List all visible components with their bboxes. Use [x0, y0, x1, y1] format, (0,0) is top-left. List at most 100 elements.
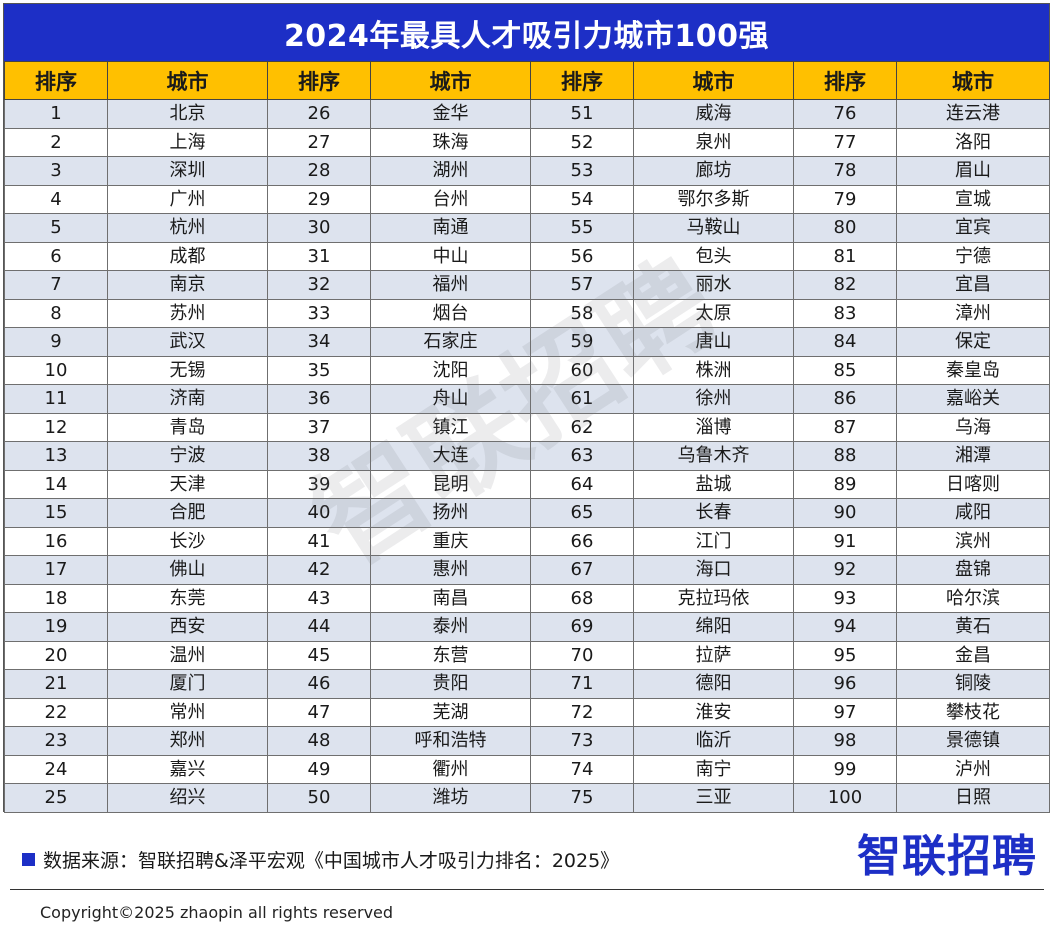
table-row: 7 南京 32 福州 57 丽水 82 宜昌: [4, 270, 1050, 300]
city-cell: 西安: [107, 612, 268, 642]
rank-cell: 1: [4, 99, 108, 129]
rank-cell: 26: [267, 99, 371, 129]
header-rank: 排序: [530, 61, 634, 100]
rank-cell: 65: [530, 498, 634, 528]
city-cell: 舟山: [370, 384, 531, 414]
rank-cell: 4: [4, 184, 108, 214]
city-cell: 长沙: [107, 526, 268, 556]
rank-cell: 82: [793, 270, 897, 300]
rank-cell: 42: [267, 555, 371, 585]
table-row: 22 常州 47 芜湖 72 淮安 97 攀枝花: [4, 697, 1050, 727]
city-cell: 深圳: [107, 156, 268, 186]
rank-cell: 76: [793, 99, 897, 129]
page-title: 2024年最具人才吸引力城市100强: [4, 4, 1049, 61]
city-cell: 南京: [107, 270, 268, 300]
rank-cell: 10: [4, 355, 108, 385]
city-cell: 南宁: [633, 754, 794, 784]
rank-cell: 99: [793, 754, 897, 784]
rank-cell: 74: [530, 754, 634, 784]
city-cell: 济南: [107, 384, 268, 414]
city-cell: 烟台: [370, 298, 531, 328]
rank-cell: 58: [530, 298, 634, 328]
city-cell: 绍兴: [107, 783, 268, 813]
city-cell: 合肥: [107, 498, 268, 528]
city-cell: 金昌: [896, 640, 1050, 670]
city-cell: 大连: [370, 441, 531, 471]
city-cell: 宜宾: [896, 213, 1050, 243]
table-row: 14 天津 39 昆明 64 盐城 89 日喀则: [4, 469, 1050, 499]
city-cell: 宁波: [107, 441, 268, 471]
city-cell: 北京: [107, 99, 268, 129]
city-cell: 杭州: [107, 213, 268, 243]
rank-cell: 41: [267, 526, 371, 556]
rank-cell: 16: [4, 526, 108, 556]
city-cell: 无锡: [107, 355, 268, 385]
table-row: 2 上海 27 珠海 52 泉州 77 洛阳: [4, 127, 1050, 157]
city-cell: 马鞍山: [633, 213, 794, 243]
city-cell: 秦皇岛: [896, 355, 1050, 385]
city-cell: 株洲: [633, 355, 794, 385]
rank-cell: 3: [4, 156, 108, 186]
rank-cell: 81: [793, 241, 897, 271]
rank-cell: 8: [4, 298, 108, 328]
rank-cell: 95: [793, 640, 897, 670]
rank-cell: 15: [4, 498, 108, 528]
city-cell: 天津: [107, 469, 268, 499]
rank-cell: 21: [4, 669, 108, 699]
table-row: 1 北京 26 金华 51 威海 76 连云港: [4, 99, 1050, 129]
table-row: 25 绍兴 50 潍坊 75 三亚 100 日照: [4, 783, 1050, 813]
rank-cell: 38: [267, 441, 371, 471]
header-city: 城市: [370, 61, 531, 100]
table-body: 1 北京 26 金华 51 威海 76 连云港 2 上海 27 珠海 52 泉州 77 洛阳 3 深圳 28 湖州 53…: [4, 99, 1050, 813]
rank-cell: 24: [4, 754, 108, 784]
rank-cell: 93: [793, 583, 897, 613]
rank-cell: 71: [530, 669, 634, 699]
rank-cell: 27: [267, 127, 371, 157]
rank-cell: 39: [267, 469, 371, 499]
rank-cell: 72: [530, 697, 634, 727]
rank-cell: 90: [793, 498, 897, 528]
rank-cell: 97: [793, 697, 897, 727]
rank-cell: 12: [4, 412, 108, 442]
city-cell: 包头: [633, 241, 794, 271]
city-cell: 嘉峪关: [896, 384, 1050, 414]
rank-cell: 14: [4, 469, 108, 499]
city-cell: 乌海: [896, 412, 1050, 442]
table-row: 12 青岛 37 镇江 62 淄博 87 乌海: [4, 412, 1050, 442]
city-cell: 保定: [896, 327, 1050, 357]
city-cell: 盐城: [633, 469, 794, 499]
rank-cell: 19: [4, 612, 108, 642]
city-cell: 连云港: [896, 99, 1050, 129]
rank-cell: 83: [793, 298, 897, 328]
city-cell: 湖州: [370, 156, 531, 186]
rank-cell: 5: [4, 213, 108, 243]
city-cell: 宜昌: [896, 270, 1050, 300]
rank-cell: 52: [530, 127, 634, 157]
rank-cell: 73: [530, 726, 634, 756]
city-cell: 江门: [633, 526, 794, 556]
rank-cell: 7: [4, 270, 108, 300]
city-cell: 上海: [107, 127, 268, 157]
city-cell: 盘锦: [896, 555, 1050, 585]
table-row: 21 厦门 46 贵阳 71 德阳 96 铜陵: [4, 669, 1050, 699]
header-rank: 排序: [793, 61, 897, 100]
city-cell: 昆明: [370, 469, 531, 499]
rank-cell: 60: [530, 355, 634, 385]
rank-cell: 50: [267, 783, 371, 813]
table-row: 3 深圳 28 湖州 53 廊坊 78 眉山: [4, 156, 1050, 186]
city-cell: 唐山: [633, 327, 794, 357]
rank-cell: 61: [530, 384, 634, 414]
rank-cell: 44: [267, 612, 371, 642]
table-row: 17 佛山 42 惠州 67 海口 92 盘锦: [4, 555, 1050, 585]
city-cell: 潍坊: [370, 783, 531, 813]
city-cell: 温州: [107, 640, 268, 670]
city-cell: 厦门: [107, 669, 268, 699]
zhaopin-logo: 智联招聘: [857, 831, 1037, 882]
rank-cell: 66: [530, 526, 634, 556]
rank-cell: 9: [4, 327, 108, 357]
city-cell: 青岛: [107, 412, 268, 442]
city-cell: 德阳: [633, 669, 794, 699]
city-cell: 南昌: [370, 583, 531, 613]
city-cell: 乌鲁木齐: [633, 441, 794, 471]
rank-cell: 22: [4, 697, 108, 727]
